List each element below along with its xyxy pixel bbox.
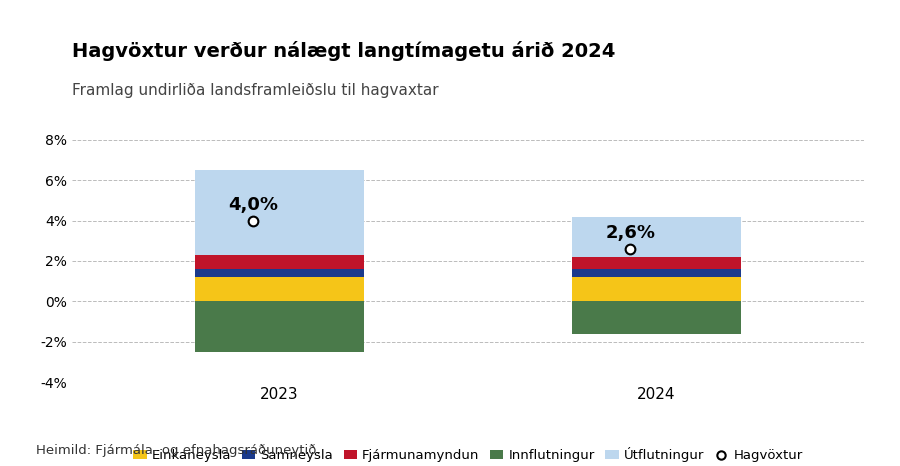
Bar	[572, 277, 742, 302]
Text: Framlag undirliða landsframleiðslu til hagvaxtar: Framlag undirliða landsframleiðslu til h…	[72, 83, 438, 98]
Bar	[194, 269, 364, 277]
Bar	[572, 257, 742, 269]
Legend: Einkaneysla, Samneysla, Fjármunamyndun, Innflutningur, Útflutningur, Hagvöxtur: Einkaneysla, Samneysla, Fjármunamyndun, …	[128, 442, 808, 466]
Text: Heimild: Fjármála- og efnahagsráðuneytið.: Heimild: Fjármála- og efnahagsráðuneytið…	[36, 444, 320, 457]
Bar	[572, 217, 742, 257]
Text: 2,6%: 2,6%	[605, 224, 655, 242]
Bar	[572, 302, 742, 334]
Bar	[194, 277, 364, 302]
Bar	[194, 302, 364, 352]
Bar	[194, 255, 364, 269]
Bar	[572, 269, 742, 277]
Text: Hagvöxtur verður nálægt langtímagetu árið 2024: Hagvöxtur verður nálægt langtímagetu ári…	[72, 41, 616, 61]
Bar	[194, 170, 364, 255]
Text: 4,0%: 4,0%	[228, 196, 278, 213]
